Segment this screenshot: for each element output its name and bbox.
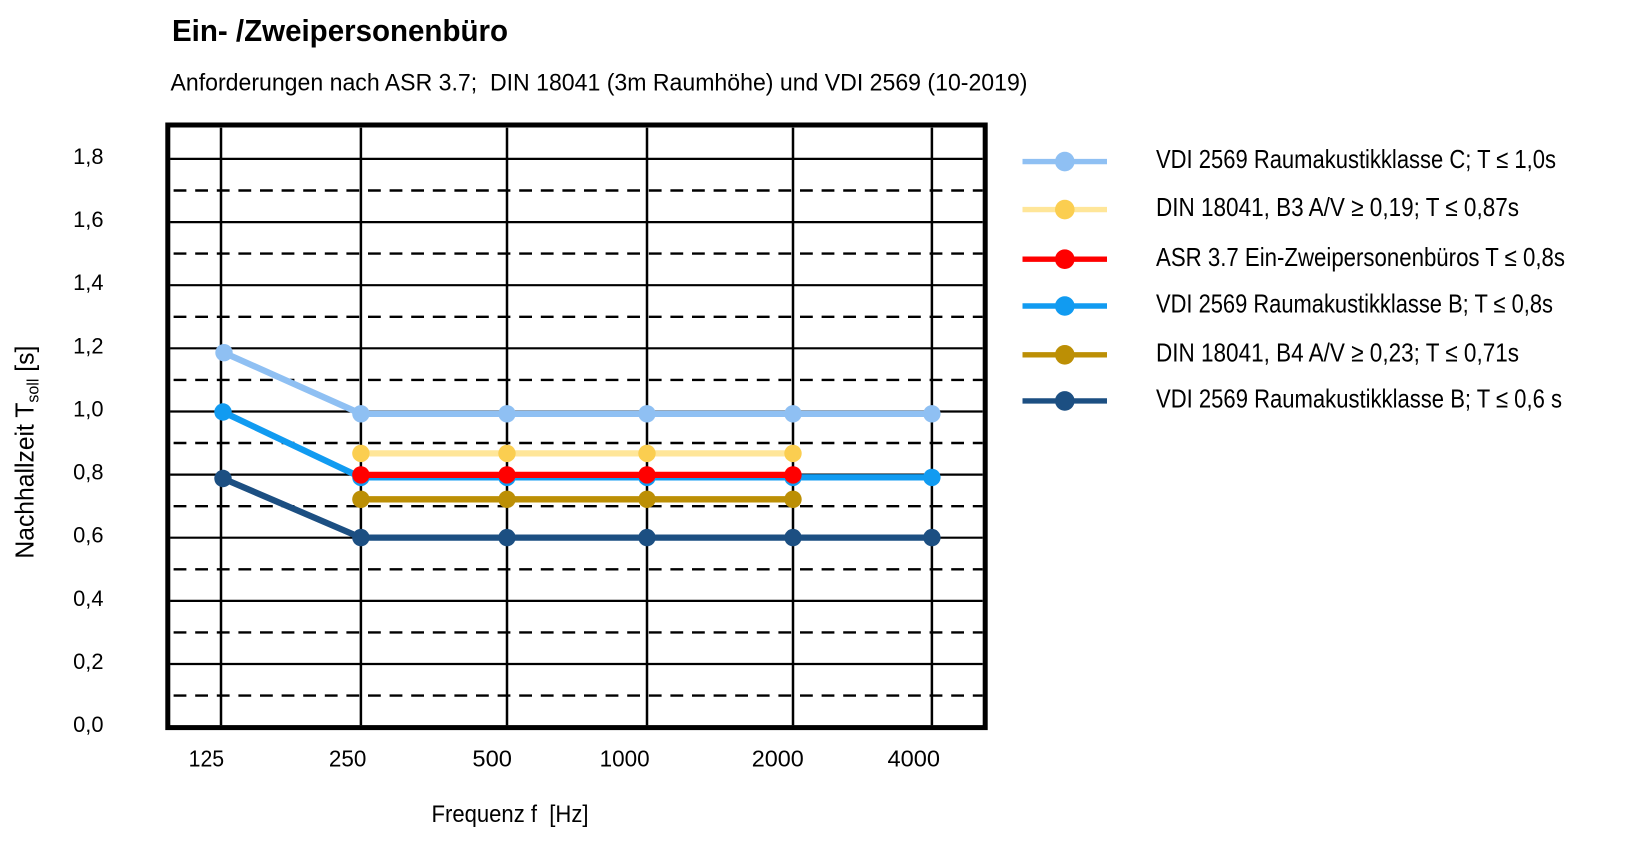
svg-text:1,2: 1,2 [73, 333, 103, 358]
svg-text:VDI 2569 Raumakustikklasse C;: VDI 2569 Raumakustikklasse C; T ≤ 1,0s [1156, 144, 1556, 174]
svg-text:125: 125 [189, 746, 225, 772]
svg-text:1,0: 1,0 [73, 397, 103, 422]
svg-text:0,6: 0,6 [73, 523, 103, 548]
svg-text:0,0: 0,0 [73, 712, 103, 737]
svg-text:0,4: 0,4 [73, 586, 103, 611]
svg-text:VDI 2569 Raumakustikklasse B;: VDI 2569 Raumakustikklasse B; T ≤ 0,8s [1156, 289, 1553, 319]
svg-text:4000: 4000 [888, 746, 941, 772]
svg-text:500: 500 [472, 746, 512, 772]
svg-text:0,2: 0,2 [73, 649, 103, 674]
svg-text:Nachhallzeit Tsoll [s]: Nachhallzeit Tsoll [s] [10, 346, 43, 559]
svg-text:VDI 2569 Raumakustikklasse B;: VDI 2569 Raumakustikklasse B; T ≤ 0,6 s [1156, 384, 1562, 414]
svg-text:1,4: 1,4 [73, 270, 103, 295]
svg-text:1,6: 1,6 [73, 207, 103, 232]
svg-text:2000: 2000 [752, 746, 804, 772]
svg-text:1,8: 1,8 [73, 144, 103, 169]
svg-text:Anforderungen nach ASR 3.7; D: Anforderungen nach ASR 3.7; DIN 18041 (3… [171, 70, 1028, 97]
svg-text:250: 250 [329, 746, 367, 772]
svg-text:DIN 18041, B3 A/V ≥ 0,19; T ≤: DIN 18041, B3 A/V ≥ 0,19; T ≤ 0,87s [1156, 192, 1519, 222]
svg-text:ASR 3.7 Ein-Zweipersonenbüros: ASR 3.7 Ein-Zweipersonenbüros T ≤ 0,8s [1156, 242, 1565, 272]
svg-text:Frequenz f [Hz]: Frequenz f [Hz] [432, 801, 589, 828]
svg-text:DIN 18041, B4 A/V ≥ 0,23; T ≤: DIN 18041, B4 A/V ≥ 0,23; T ≤ 0,71s [1156, 337, 1519, 367]
svg-text:0,8: 0,8 [73, 460, 103, 485]
svg-text:Ein- /Zweipersonenbüro: Ein- /Zweipersonenbüro [172, 13, 508, 48]
svg-text:1000: 1000 [600, 746, 650, 772]
